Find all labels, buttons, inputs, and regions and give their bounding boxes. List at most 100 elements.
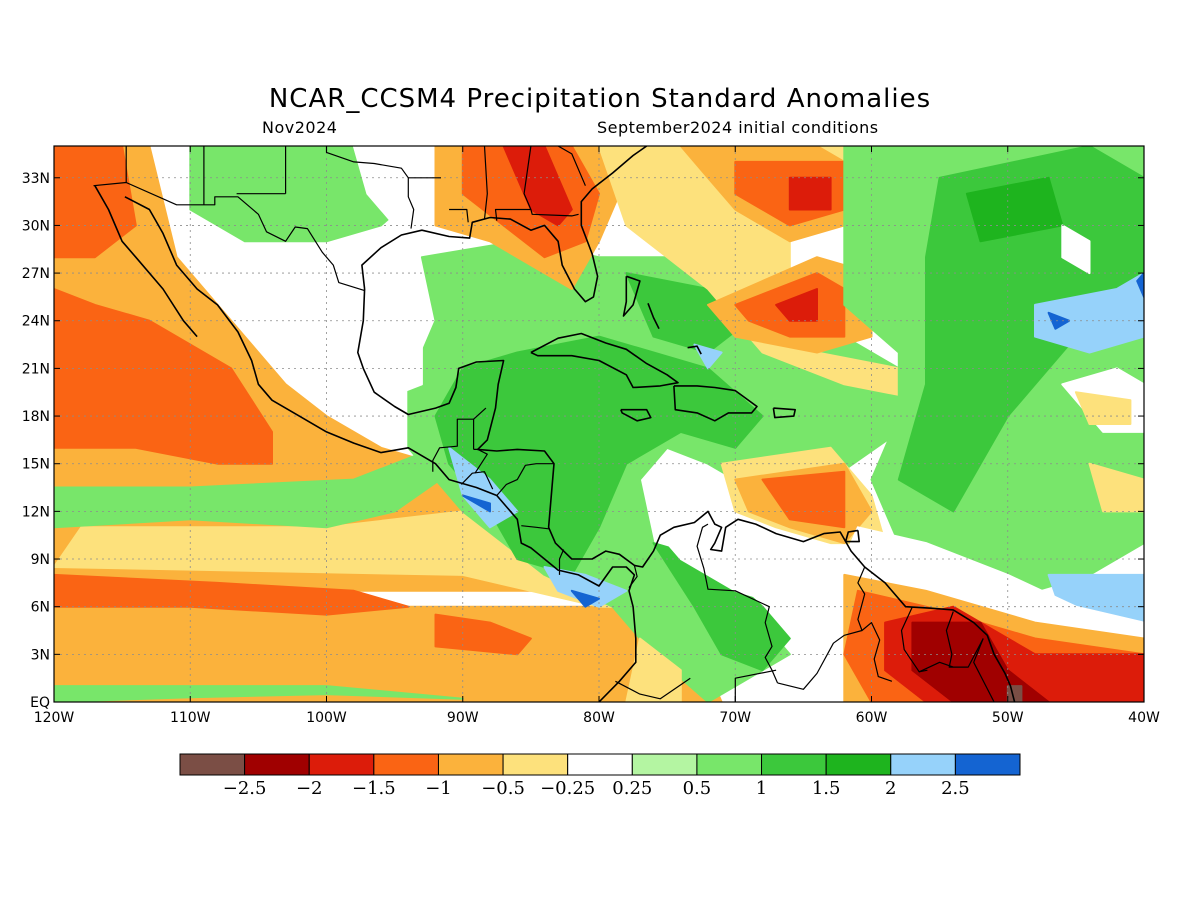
border-21 <box>857 566 893 682</box>
colorbar-swatch-6 <box>567 753 633 776</box>
border-14 <box>460 471 494 490</box>
anomaly-region-20 <box>693 343 723 370</box>
border-13 <box>473 407 487 420</box>
colorbar-swatch-12 <box>954 753 1021 776</box>
lat-tick-label-3: 24N <box>22 314 50 330</box>
coastline-9 <box>622 275 641 317</box>
colorbar-swatch-5 <box>502 753 569 776</box>
border-7 <box>449 208 469 223</box>
lat-tick-label-2: 27N <box>22 266 50 282</box>
anomaly-region-21 <box>461 494 491 513</box>
border-11 <box>557 146 586 186</box>
colorbar-label-1: −2 <box>296 778 323 799</box>
lat-tick-label-0: 33N <box>22 171 50 187</box>
lat-tick-label-4: 21N <box>22 361 50 377</box>
anomaly-region-43 <box>1136 272 1144 298</box>
coastline-6 <box>620 408 652 422</box>
border-27 <box>918 661 954 673</box>
border-8 <box>483 146 488 220</box>
border-23 <box>945 611 984 668</box>
lon-tick-label-6: 60W <box>856 710 888 726</box>
colorbar-label-10: 2 <box>885 778 896 799</box>
initial-conditions: September2024 initial conditions <box>597 118 879 137</box>
lat-tick-label-10: 3N <box>31 647 50 663</box>
lon-tick-label-8: 40W <box>1128 710 1160 726</box>
lat-tick-label-1: 30N <box>22 218 50 234</box>
border-19 <box>628 565 638 588</box>
lat-tick-label-5: 18N <box>22 409 50 425</box>
coastline-7 <box>772 407 797 419</box>
border-20 <box>696 523 779 684</box>
anomaly-region-29 <box>788 176 832 211</box>
anomaly-region-9 <box>54 685 464 702</box>
coastline-5 <box>673 385 758 422</box>
colorbar: −2.5 −2 −1.5 −1 −0.5 −0.25 0.25 0.5 1 1.5 2 2.5 <box>179 753 1021 799</box>
coastline-4 <box>530 332 679 389</box>
colorbar-label-11: 2.5 <box>941 778 970 799</box>
coastline-2 <box>356 288 1016 702</box>
coastline-8 <box>844 529 861 543</box>
colorbar-label-5: −0.25 <box>540 778 595 799</box>
country-borders <box>93 146 995 702</box>
anomaly-region-48 <box>843 526 1144 640</box>
colorbar-swatch-1 <box>244 753 310 776</box>
lon-tick-label-4: 80W <box>583 710 615 726</box>
colorbar-label-8: 1 <box>756 778 767 799</box>
lon-tick-label-1: 110W <box>170 710 211 726</box>
colorbar-label-0: −2.5 <box>223 778 267 799</box>
border-25 <box>777 629 863 690</box>
colorbar-swatch-7 <box>631 753 698 776</box>
anomaly-region-6 <box>54 573 410 616</box>
lat-tick-label-11: EQ <box>30 695 50 711</box>
border-18 <box>558 549 565 575</box>
anomaly-region-35 <box>761 470 846 529</box>
coastline-11 <box>687 345 702 355</box>
border-10 <box>530 209 579 217</box>
colorbar-swatch-3 <box>373 753 439 776</box>
lon-tick-label-7: 50W <box>992 710 1024 726</box>
lat-tick-label-9: 6N <box>31 600 50 616</box>
anomaly-region-47 <box>1088 462 1144 513</box>
map-plot-area <box>53 145 1145 703</box>
anomaly-region-5 <box>54 146 137 259</box>
colorbar-swatch-8 <box>696 753 763 776</box>
anomaly-region-52 <box>911 621 1050 702</box>
border-15 <box>473 448 488 474</box>
colorbar-swatch-4 <box>437 753 504 776</box>
anomaly-region-22 <box>570 589 600 608</box>
border-26 <box>734 669 777 702</box>
colorbar-label-7: 0.5 <box>683 778 712 799</box>
forecast-month: Nov2024 <box>262 118 338 137</box>
border-17 <box>521 525 549 530</box>
coastline-0 <box>94 185 198 338</box>
gridlines <box>54 146 1144 702</box>
lon-tick-label-0: 120W <box>34 710 75 726</box>
lat-tick-label-8: 9N <box>31 552 50 568</box>
border-5 <box>325 146 415 229</box>
lat-tick-label-6: 15N <box>22 457 50 473</box>
colorbar-swatch-2 <box>308 753 375 776</box>
colorbar-swatch-0 <box>179 753 246 776</box>
border-0 <box>93 181 365 292</box>
colorbar-swatch-10 <box>825 753 892 776</box>
anomaly-region-7 <box>434 613 532 656</box>
colorbar-label-2: −1.5 <box>352 778 396 799</box>
border-28 <box>973 638 995 702</box>
colorbar-swatch-11 <box>890 753 956 776</box>
coastline-1 <box>124 196 637 702</box>
coastline-10 <box>647 303 660 330</box>
border-22 <box>900 606 928 673</box>
colorbar-label-3: −1 <box>425 778 452 799</box>
anomaly-region-41 <box>1034 272 1144 354</box>
anomaly-region-4 <box>54 288 273 465</box>
anomaly-region-19 <box>543 566 628 608</box>
anomaly-region-18 <box>448 446 519 529</box>
border-16 <box>496 463 554 496</box>
anomaly-region-40 <box>1061 224 1091 275</box>
colorbar-label-4: −0.5 <box>481 778 525 799</box>
colorbar-label-6: 0.25 <box>612 778 652 799</box>
lon-tick-label-5: 70W <box>719 710 751 726</box>
coastline-3 <box>361 146 648 303</box>
